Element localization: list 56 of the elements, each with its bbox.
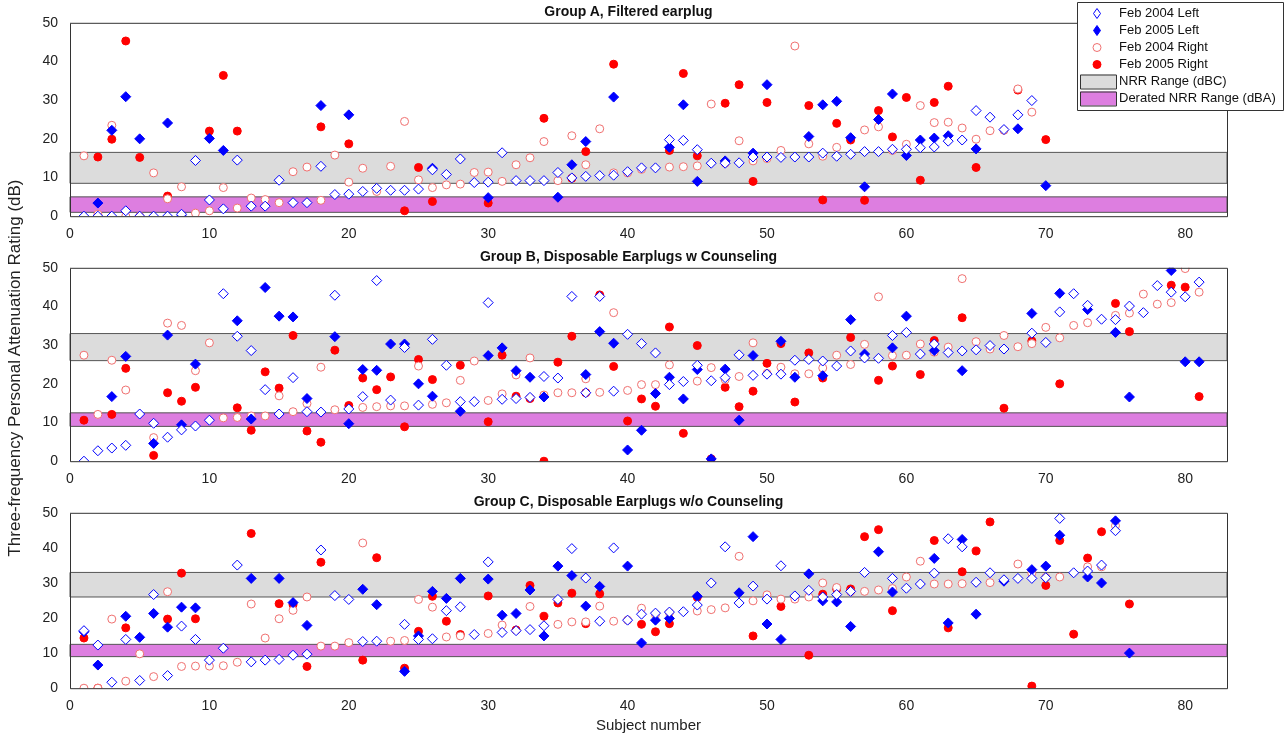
y-tick-label: 50: [42, 13, 59, 30]
x-tick-label: 70: [1037, 697, 1054, 714]
x-tick-label: 50: [759, 697, 775, 714]
y-tick-label: 40: [42, 297, 59, 314]
x-tick-label: 0: [66, 225, 75, 242]
x-tick-label: 10: [201, 697, 218, 714]
y-tick-label: 20: [42, 129, 59, 146]
y-axis-title: Three-frequency Personal Attenuation Rating (dB): [5, 178, 25, 557]
x-tick-label: 70: [1037, 470, 1054, 487]
x-tick-label: 50: [759, 470, 775, 487]
x-tick-label: 70: [1037, 225, 1054, 242]
x-tick-label: 80: [1177, 470, 1194, 487]
x-tick-label: 30: [480, 697, 497, 714]
y-tick-label: 20: [42, 608, 59, 625]
x-tick-label: 50: [759, 225, 775, 242]
x-tick-label: 80: [1177, 225, 1194, 242]
y-tick-label: 10: [42, 413, 59, 430]
x-tick-label: 10: [201, 470, 218, 487]
x-axis-title: Subject number: [595, 716, 702, 734]
y-tick-label: 10: [42, 643, 59, 660]
y-tick-label: 40: [42, 52, 59, 69]
y-tick-label: 40: [42, 538, 59, 555]
legend-label: Feb 2004 Left: [1119, 5, 1200, 21]
y-tick-label: 20: [42, 374, 59, 391]
x-tick-label: 40: [619, 225, 636, 242]
legend-label: Derated NRR Range (dBA): [1119, 90, 1276, 106]
y-tick-label: 0: [50, 207, 59, 224]
x-tick-label: 40: [619, 470, 636, 487]
y-tick-label: 0: [50, 679, 59, 696]
x-tick-label: 20: [341, 225, 357, 242]
legend-label: NRR Range (dBC): [1119, 73, 1227, 89]
x-tick-label: 40: [619, 697, 636, 714]
x-tick-label: 80: [1177, 697, 1194, 714]
x-tick-label: 60: [898, 697, 915, 714]
chart-title: Group A, Filtered earplug: [544, 3, 713, 20]
x-tick-label: 10: [201, 225, 218, 242]
x-tick-label: 0: [66, 470, 75, 487]
y-tick-label: 50: [42, 258, 59, 275]
x-tick-label: 0: [66, 697, 75, 714]
legend-label: Feb 2005 Right: [1119, 56, 1209, 72]
x-tick-label: 30: [480, 225, 497, 242]
y-tick-label: 10: [42, 168, 59, 185]
y-tick-label: 50: [42, 503, 59, 520]
x-tick-label: 30: [480, 470, 497, 487]
x-tick-label: 20: [341, 470, 357, 487]
y-tick-label: 30: [42, 573, 59, 590]
y-tick-label: 0: [50, 452, 59, 469]
y-tick-label: 30: [42, 336, 59, 353]
legend-label: Feb 2005 Left: [1119, 22, 1200, 38]
chart-title: Group B, Disposable Earplugs w Counseling: [479, 248, 778, 265]
x-tick-label: 20: [341, 697, 357, 714]
y-tick-label: 30: [42, 91, 59, 108]
x-tick-label: 60: [898, 225, 915, 242]
x-tick-label: 60: [898, 470, 915, 487]
legend-label: Feb 2004 Right: [1119, 39, 1209, 55]
chart-title: Group C, Disposable Earplugs w/o Counseling: [473, 493, 784, 510]
